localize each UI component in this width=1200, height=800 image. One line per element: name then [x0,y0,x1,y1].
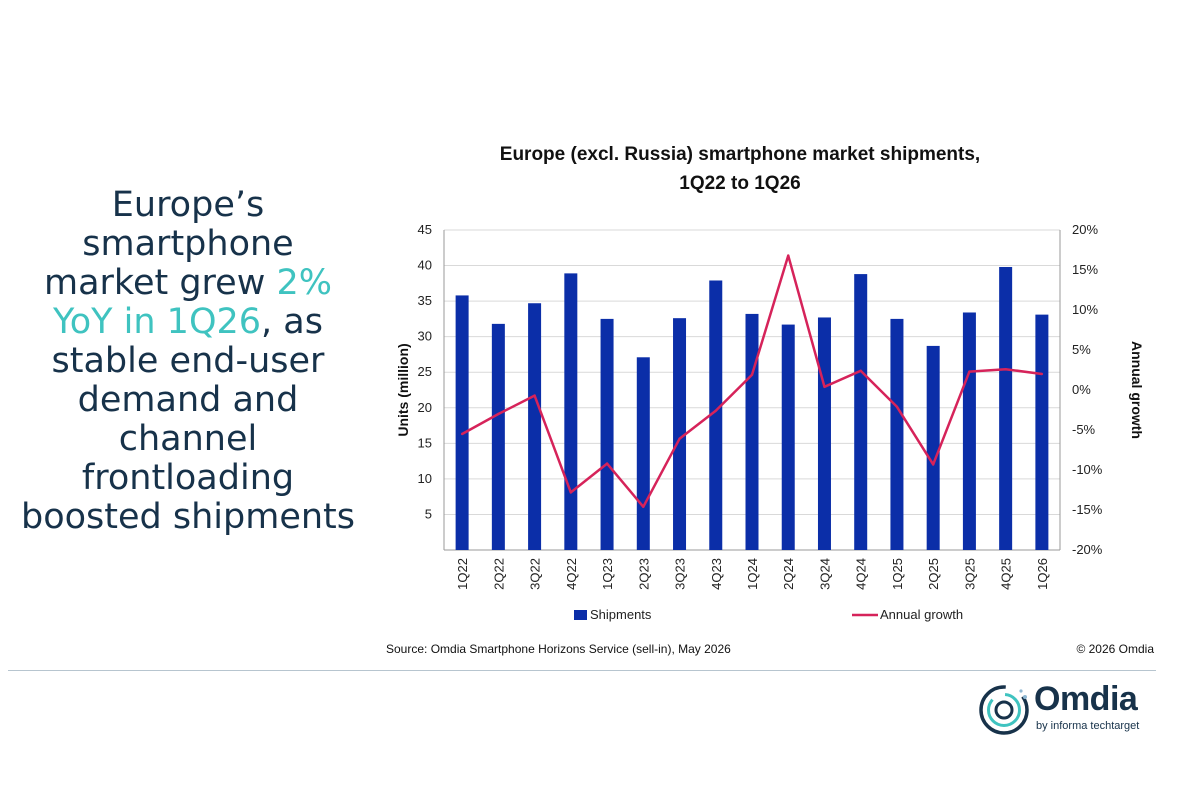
growth-point [1004,368,1007,371]
y-axis-title: Units (million) [395,343,411,436]
bar [491,323,505,550]
growth-point [931,463,935,466]
y-tick-label: 25 [418,364,432,379]
x-tick-label: 2Q25 [926,558,941,590]
headline-highlight: 2% YoY in 1Q26 [53,263,332,342]
bar [962,312,976,550]
copyright-note: © 2026 Omdia [1076,642,1154,656]
y-right-tick-label: 5% [1072,342,1091,357]
bar [564,273,578,550]
y-tick-label: 35 [418,293,432,308]
x-tick-label: 2Q22 [491,558,506,590]
bar [854,274,868,550]
x-tick-label: 1Q25 [890,558,905,590]
y-right-tick-label: -15% [1072,502,1103,517]
growth-point [569,491,573,494]
bar [817,317,831,550]
bar [999,266,1013,550]
bar [890,318,904,550]
x-tick-label: 3Q22 [528,558,543,590]
logo-name: Omdia [1034,680,1138,718]
growth-point [497,412,500,416]
omdia-logo-icon [979,685,1029,735]
x-tick-label: 2Q24 [781,558,796,590]
legend-label-growth: Annual growth [880,607,963,622]
y-right-tick-label: 10% [1072,302,1098,317]
x-tick-label: 1Q24 [745,558,760,590]
y-tick-label: 15 [418,435,432,450]
growth-point [859,369,862,372]
growth-point [714,409,717,412]
bar [528,303,542,550]
bar [1035,314,1049,550]
chart-title-line-1: Europe (excl. Russia) smartphone market … [499,144,981,165]
growth-point [678,437,681,440]
divider [8,670,1156,671]
headline: Europe’s smartphone market grew 2% YoY i… [18,186,358,537]
y-tick-label: 10 [418,471,432,486]
x-tick-label: 3Q24 [817,558,832,590]
x-tick-label: 3Q25 [962,558,977,590]
chart-title-line-2: 1Q22 to 1Q26 [679,173,801,194]
y-right-tick-label: 0% [1072,382,1091,397]
x-tick-label: 4Q22 [564,558,579,590]
growth-point [750,373,754,376]
y-axis-right-title: Annual growth [1129,341,1145,439]
growth-point [895,405,899,408]
x-tick-label: 2Q23 [636,558,651,590]
headline-text: Europe’s smartphone market grew [44,185,294,303]
y-tick-label: 20 [418,400,432,415]
x-tick-label: 4Q25 [999,558,1014,590]
shipments-chart: 5 10 15 20 25 30 35 40 45 -20% -15% -10% -5% 0% 5% 10% 1… [395,222,1145,622]
y-tick-label: 30 [418,329,432,344]
source-note: Source: Omdia Smartphone Horizons Servic… [386,642,731,656]
legend-swatch-shipments [574,610,587,620]
legend-label-shipments: Shipments [590,607,652,622]
growth-point [968,370,971,373]
growth-point [823,385,826,388]
growth-point [787,254,790,257]
growth-point [1040,372,1044,376]
bar [745,313,759,550]
y-tick-label: 45 [418,222,432,237]
x-tick-label: 1Q23 [600,558,615,590]
y-right-tick-label: -10% [1072,462,1103,477]
y-tick-label: 5 [425,506,432,521]
x-tick-label: 1Q22 [455,558,470,590]
bar [709,280,723,550]
y-right-tick-label: 15% [1072,262,1098,277]
x-tick-label: 4Q24 [854,558,869,590]
y-right-tick-label: 20% [1072,222,1098,237]
bar [926,345,940,550]
bar [600,318,614,550]
bar [455,295,469,550]
chart-title: Europe (excl. Russia) smartphone market … [380,140,1100,198]
omdia-logo: Omdia by informa techtarget [978,680,1158,738]
growth-point [605,462,609,465]
y-tick-label: 40 [418,258,432,273]
y-right-tick-label: -20% [1072,542,1103,557]
growth-point [533,394,536,397]
growth-point [642,505,645,508]
headline-text-end: , as stable end-user demand and channel … [20,302,355,537]
logo-tagline: by informa techtarget [1036,720,1140,732]
y-right-tick-label: -5% [1072,422,1096,437]
bar [673,318,687,550]
x-tick-label: 4Q23 [709,558,724,590]
growth-point [460,432,464,436]
x-tick-label: 3Q23 [673,558,688,590]
bar [781,324,795,550]
bar [636,357,650,550]
x-tick-label: 1Q26 [1035,558,1050,590]
